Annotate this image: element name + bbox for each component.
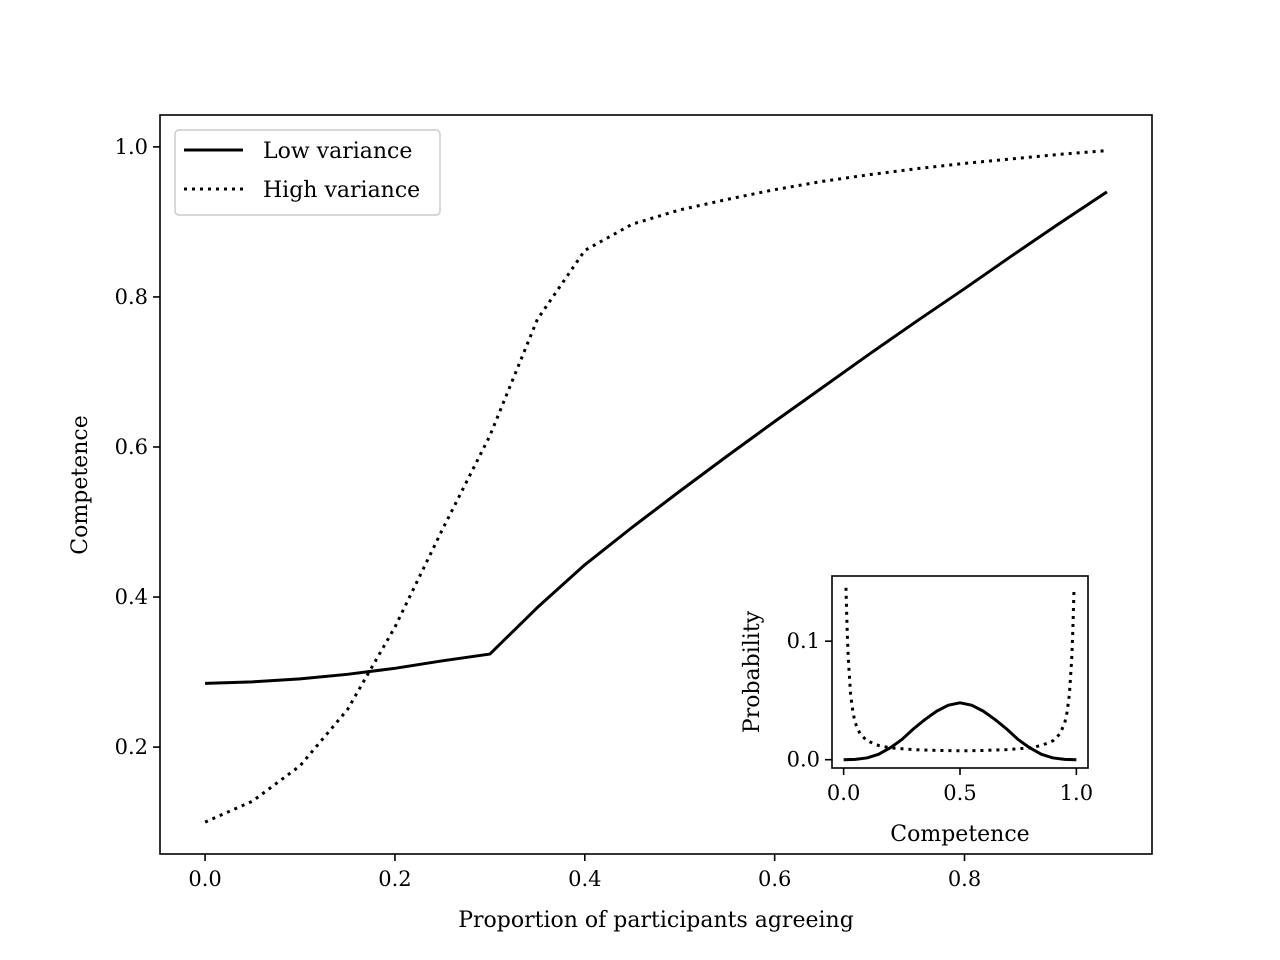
inset-y-tick-label: 0.1 <box>787 629 820 653</box>
main-y-tick-label: 0.6 <box>115 435 148 459</box>
main-y-tick-label: 0.2 <box>115 735 148 759</box>
main-series-line-dotted <box>204 149 1108 824</box>
main-series-line-solid <box>205 190 1108 685</box>
inset-x-tick-label: 0.5 <box>943 781 976 805</box>
main-x-ticks: 0.0 0.2 0.4 0.6 0.8 <box>188 854 981 891</box>
inset-x-axis-label: Competence <box>890 822 1029 847</box>
main-y-tick-label: 1.0 <box>115 135 148 159</box>
main-x-axis-label: Proportion of participants agreeing <box>458 908 854 933</box>
inset-x-tick-label: 0.0 <box>827 781 860 805</box>
main-x-tick-label: 0.6 <box>758 867 791 891</box>
legend-label-low-variance: Low variance <box>263 139 412 164</box>
inset-chart: 0.0 0.5 1.0 0.0 0.1 Competence Probability <box>740 575 1093 847</box>
inset-y-axis-label: Probability <box>740 610 765 733</box>
main-y-ticks: 0.2 0.4 0.6 0.8 1.0 <box>115 135 160 759</box>
main-lines <box>204 149 1108 824</box>
main-x-tick-label: 0.4 <box>568 867 601 891</box>
inset-plot-frame <box>831 575 1089 769</box>
main-chart: 0.0 0.2 0.4 0.6 0.8 0.2 0.4 0.6 0.8 1.0 Proporti… <box>68 114 1153 933</box>
main-x-tick-label: 0.2 <box>378 867 411 891</box>
main-y-tick-label: 0.4 <box>115 585 148 609</box>
inset-background <box>832 576 1088 768</box>
inset-y-ticks: 0.0 0.1 <box>787 629 832 772</box>
inset-series-line-solid <box>843 701 1077 762</box>
legend: Low variance High variance <box>174 129 441 216</box>
main-x-tick-label: 0.8 <box>948 867 981 891</box>
inset-x-ticks: 0.0 0.5 1.0 <box>827 768 1093 805</box>
main-y-axis-label: Competence <box>68 415 93 554</box>
inset-lines <box>843 587 1077 762</box>
main-x-tick-label: 0.0 <box>188 867 221 891</box>
main-y-tick-label: 0.8 <box>115 285 148 309</box>
legend-label-high-variance: High variance <box>263 178 420 203</box>
main-plot-frame <box>159 114 1153 855</box>
inset-series-line-dotted <box>844 587 1076 753</box>
inset-x-tick-label: 1.0 <box>1060 781 1093 805</box>
inset-y-tick-label: 0.0 <box>787 748 820 772</box>
